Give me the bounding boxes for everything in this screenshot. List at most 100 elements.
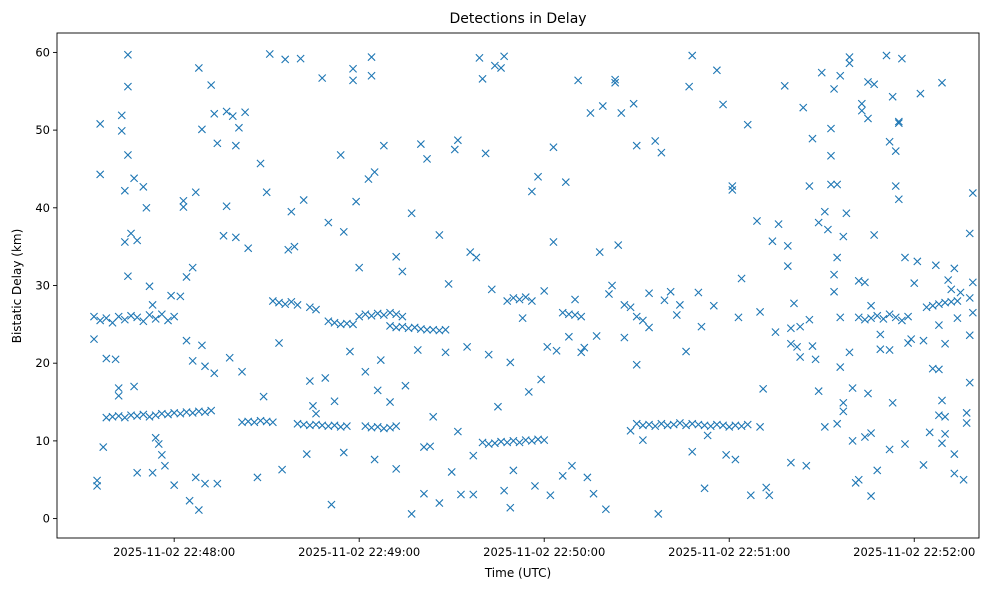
data-point-marker (786, 339, 795, 348)
data-point-marker (398, 267, 407, 276)
data-point-marker (953, 314, 962, 323)
data-point-marker (210, 109, 219, 118)
data-point-marker (407, 509, 416, 518)
y-tick-label: 50 (35, 123, 50, 137)
data-point-marker (127, 229, 135, 238)
data-point-marker (503, 438, 512, 447)
data-point-marker (728, 182, 737, 191)
data-point-marker (268, 297, 277, 306)
data-point-marker (222, 107, 231, 116)
data-point-marker (444, 279, 453, 288)
data-point-marker (197, 125, 206, 134)
data-point-marker (666, 287, 675, 296)
data-point-marker (179, 196, 188, 205)
data-point-marker (938, 439, 946, 448)
data-point-marker (96, 119, 105, 128)
data-point-marker (805, 315, 814, 324)
data-point-marker (93, 476, 102, 485)
data-point-marker (938, 396, 946, 405)
data-point-marker (534, 172, 543, 181)
data-point-marker (176, 292, 185, 301)
data-point-marker (833, 180, 842, 189)
data-point-marker (238, 367, 247, 376)
data-point-marker (839, 232, 848, 241)
data-point-marker (922, 303, 931, 312)
x-axis: 2025-11-02 22:48:00 2025-11-02 22:49:00 20… (113, 538, 975, 559)
data-point-marker (176, 409, 185, 418)
data-point-marker (321, 373, 330, 382)
data-point-marker (558, 471, 567, 480)
data-point-marker (657, 419, 666, 428)
data-point-marker (910, 279, 919, 288)
data-point-marker (571, 311, 580, 320)
data-point-marker (114, 412, 123, 421)
data-point-marker (571, 295, 580, 304)
data-point-marker (786, 458, 795, 467)
data-point-marker (157, 310, 166, 319)
data-point-marker (728, 185, 737, 194)
data-point-marker (201, 362, 210, 371)
data-point-marker (632, 141, 641, 150)
data-point-marker (386, 398, 395, 407)
data-point-marker (682, 347, 691, 356)
data-point-marker (99, 443, 108, 452)
data-point-marker (123, 150, 132, 159)
data-point-marker (429, 412, 438, 421)
data-point-marker (361, 422, 370, 431)
data-point-marker (857, 99, 866, 108)
data-point-marker (373, 309, 382, 318)
data-point-marker (367, 71, 376, 80)
data-point-marker (916, 89, 925, 98)
data-point-marker (188, 408, 197, 417)
data-point-marker (867, 429, 876, 438)
data-point-marker (179, 203, 188, 212)
data-point-marker (228, 112, 237, 121)
data-point-marker (355, 312, 364, 321)
data-point-marker (506, 503, 515, 512)
data-point-marker (823, 225, 832, 234)
data-point-marker (885, 310, 894, 319)
data-point-marker (219, 231, 228, 240)
data-point-marker (845, 348, 854, 357)
data-point-marker (241, 108, 250, 117)
data-point-marker (114, 312, 123, 321)
data-point-marker (284, 245, 293, 254)
data-point-marker (830, 287, 839, 296)
data-point-marker (164, 410, 172, 419)
data-point-marker (950, 264, 959, 273)
data-point-marker (950, 450, 959, 459)
data-point-marker (157, 450, 166, 459)
data-point-marker (102, 354, 111, 363)
data-point-marker (697, 322, 706, 331)
data-point-marker (830, 84, 839, 93)
data-point-marker (734, 313, 743, 322)
data-point-marker (651, 422, 660, 431)
data-point-marker (703, 431, 712, 440)
data-point-marker (376, 356, 385, 365)
data-point-marker (182, 336, 191, 345)
data-point-marker (672, 311, 681, 320)
data-point-marker (867, 492, 876, 501)
data-point-marker (299, 196, 308, 205)
data-point-marker (530, 481, 539, 490)
data-point-marker (139, 410, 148, 419)
data-point-marker (752, 217, 761, 226)
data-point-marker (885, 345, 894, 354)
data-point-marker (456, 490, 465, 499)
data-point-marker (339, 227, 348, 236)
data-point-marker (127, 311, 135, 320)
data-point-marker (897, 54, 906, 63)
data-point-marker (839, 407, 848, 416)
data-point-marker (330, 318, 339, 327)
data-point-marker (928, 301, 937, 310)
data-point-marker (675, 300, 684, 309)
data-point-marker (870, 80, 879, 89)
data-point-marker (789, 299, 798, 308)
data-point-marker (833, 253, 842, 262)
data-point-marker (139, 317, 148, 326)
data-point-marker (450, 145, 459, 154)
data-point-marker (275, 298, 284, 307)
data-point-marker (170, 481, 179, 490)
data-point-marker (349, 76, 358, 85)
data-point-marker (484, 350, 493, 359)
